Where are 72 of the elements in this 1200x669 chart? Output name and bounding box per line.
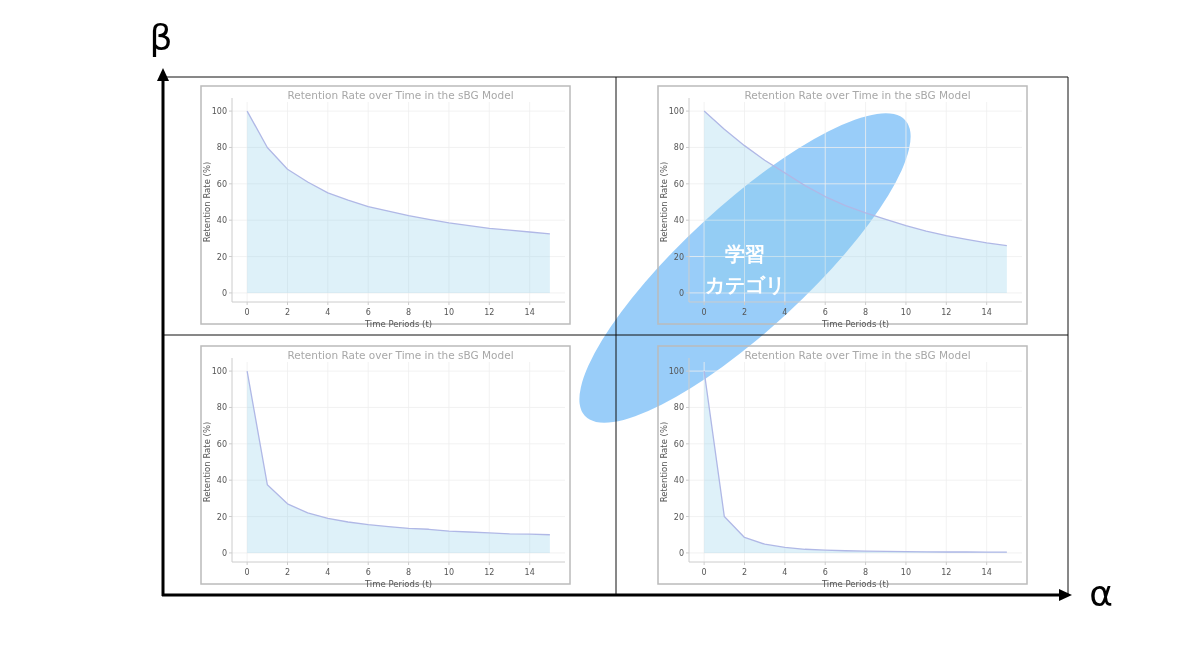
y-tick-label: 100 [211, 367, 227, 377]
y-tick-label: 80 [673, 143, 684, 153]
x-tick-label: 4 [325, 308, 331, 317]
x-tick-label: 4 [325, 568, 331, 577]
y-axis-title: Retention Rate (%) [659, 421, 669, 503]
x-tick-label: 12 [484, 568, 495, 577]
x-axis-title: Time Periods (t) [820, 579, 890, 589]
chart-title: Retention Rate over Time in the sBG Model [744, 89, 971, 101]
x-tick-label: 0 [244, 308, 250, 317]
y-tick-label: 40 [673, 476, 684, 486]
y-tick-label: 100 [211, 107, 227, 117]
x-tick-label: 14 [524, 568, 535, 577]
x-tick-label: 2 [741, 568, 748, 577]
y-tick-label: 20 [673, 512, 684, 522]
y-tick-label: 0 [221, 288, 227, 298]
x-axis-title: Time Periods (t) [363, 579, 433, 589]
y-tick-label: 60 [673, 439, 684, 449]
y-tick-label: 60 [216, 439, 227, 449]
y-axis-title: Retention Rate (%) [202, 421, 212, 503]
x-tick-label: 12 [484, 308, 495, 317]
x-tick-label: 4 [782, 568, 788, 577]
y-tick-label: 20 [673, 252, 684, 262]
x-tick-label: 0 [701, 308, 707, 317]
y-tick-label: 80 [673, 403, 684, 413]
y-tick-label: 20 [216, 512, 227, 522]
x-tick-label: 10 [443, 568, 455, 577]
x-tick-label: 14 [981, 568, 992, 577]
x-tick-label: 4 [782, 308, 788, 317]
y-tick-label: 0 [221, 548, 227, 558]
x-tick-label: 10 [900, 568, 912, 577]
x-tick-label: 6 [822, 308, 828, 317]
text: β [149, 17, 173, 58]
y-tick-label: 80 [216, 403, 227, 413]
x-tick-label: 8 [406, 308, 412, 317]
y-tick-label: 0 [678, 288, 684, 298]
y-tick-label: 100 [668, 107, 684, 117]
x-tick-label: 6 [822, 568, 828, 577]
y-tick-label: 40 [673, 216, 684, 226]
annotation: 学習 [725, 242, 765, 266]
chart-title: Retention Rate over Time in the sBG Model [744, 349, 971, 361]
y-tick-label: 60 [673, 179, 684, 189]
y-tick-label: 40 [216, 476, 227, 486]
chart-title: Retention Rate over Time in the sBG Model [287, 349, 514, 361]
annotation: カテゴリ [705, 273, 785, 297]
x-tick-label: 14 [524, 308, 535, 317]
x-axis-title: Time Periods (t) [820, 319, 890, 329]
x-tick-label: 10 [443, 308, 455, 317]
text: α [1089, 573, 1113, 614]
y-tick-label: 40 [216, 216, 227, 226]
x-tick-label: 2 [284, 308, 291, 317]
x-tick-label: 12 [941, 568, 952, 577]
y-axis-title: Retention Rate (%) [659, 161, 669, 243]
x-tick-label: 8 [863, 308, 869, 317]
y-tick-label: 100 [668, 367, 684, 377]
x-tick-label: 0 [701, 568, 707, 577]
x-tick-label: 12 [941, 308, 952, 317]
x-tick-label: 6 [365, 308, 371, 317]
x-axis-title: Time Periods (t) [363, 319, 433, 329]
x-tick-label: 0 [244, 568, 250, 577]
y-tick-label: 60 [216, 179, 227, 189]
x-tick-label: 8 [863, 568, 869, 577]
y-tick-label: 80 [216, 143, 227, 153]
y-tick-label: 20 [216, 252, 227, 262]
y-tick-label: 0 [678, 548, 684, 558]
x-tick-label: 2 [741, 308, 748, 317]
x-tick-label: 2 [284, 568, 291, 577]
x-tick-label: 8 [406, 568, 412, 577]
chart-title: Retention Rate over Time in the sBG Model [287, 89, 514, 101]
x-tick-label: 6 [365, 568, 371, 577]
x-tick-label: 10 [900, 308, 912, 317]
y-axis-title: Retention Rate (%) [202, 161, 212, 243]
x-tick-label: 14 [981, 308, 992, 317]
